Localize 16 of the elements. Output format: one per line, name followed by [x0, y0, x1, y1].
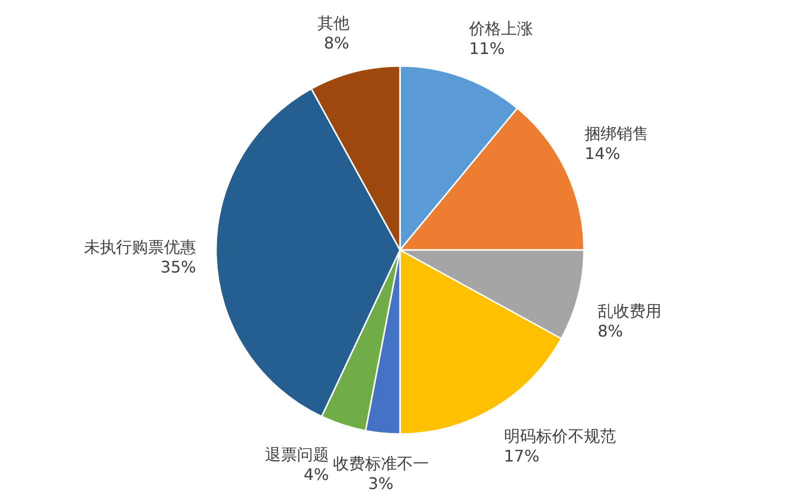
slice-label: 收费标准不一	[332, 454, 429, 474]
data-label: 8%	[598, 322, 623, 341]
data-label: 35%	[160, 257, 196, 276]
slice-label: 乱收费用	[598, 302, 662, 321]
data-label: 11%	[469, 39, 505, 58]
data-label: 3%	[368, 474, 394, 494]
data-label: 17%	[504, 446, 540, 466]
slice-label: 价格上涨	[468, 19, 534, 38]
data-label: 4%	[304, 465, 329, 484]
slice-label: 退票问题	[264, 445, 329, 464]
slice-label: 未执行购票优惠	[84, 237, 196, 256]
data-label: 14%	[584, 144, 620, 164]
slice-label: 捆绑销售	[584, 124, 649, 144]
slice-label: 明码标价不规范	[504, 426, 616, 446]
data-label: 8%	[324, 33, 350, 52]
slice-label: 其他	[317, 13, 350, 32]
